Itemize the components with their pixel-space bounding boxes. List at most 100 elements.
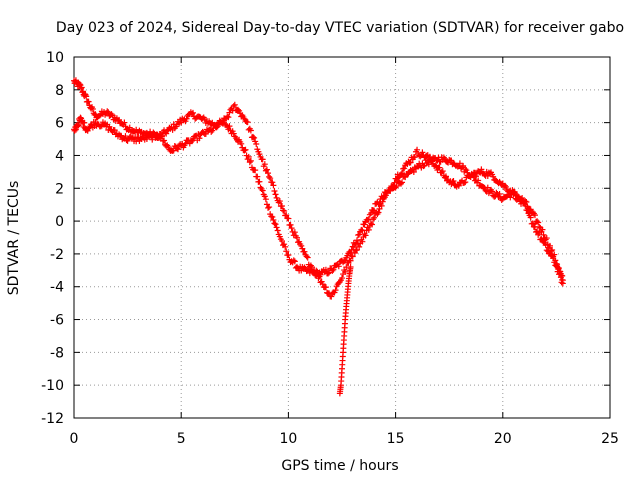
data-point (170, 147, 177, 154)
data-point (411, 154, 418, 161)
data-point (438, 169, 445, 176)
data-point (367, 220, 374, 227)
data-point (371, 214, 378, 221)
data-point (158, 133, 165, 140)
y-tick-label: -10 (41, 378, 64, 394)
data-point (414, 146, 421, 153)
data-point (456, 160, 463, 167)
data-point (278, 203, 285, 210)
x-tick-label: 5 (177, 431, 186, 447)
data-point (272, 191, 279, 198)
data-point (235, 106, 242, 113)
data-point (247, 157, 254, 164)
data-point (78, 84, 85, 91)
data-point (262, 196, 269, 203)
data-point (351, 250, 358, 257)
data-point (269, 214, 276, 221)
data-point (386, 187, 393, 194)
y-tick-label: 10 (46, 50, 64, 66)
data-point (529, 209, 536, 216)
series-track-b (71, 101, 566, 300)
data-point (252, 167, 259, 174)
y-tick-label: -2 (50, 247, 64, 263)
data-point (543, 247, 550, 254)
x-tick-label: 25 (601, 431, 619, 447)
data-point (261, 193, 268, 200)
data-point (432, 162, 439, 169)
data-point (347, 257, 354, 264)
data-point (531, 224, 538, 231)
data-point (378, 202, 385, 209)
data-point (283, 248, 290, 255)
data-point (81, 119, 88, 126)
x-tick-label: 0 (70, 431, 79, 447)
data-point (246, 159, 253, 166)
data-point (72, 126, 79, 133)
data-point (301, 248, 308, 255)
y-tick-label: -6 (50, 313, 64, 329)
data-point (359, 238, 366, 245)
data-point (399, 179, 406, 186)
data-point (426, 153, 433, 160)
data-point (535, 219, 542, 226)
data-point (263, 166, 270, 173)
data-point (365, 226, 372, 233)
data-point (417, 153, 424, 160)
data-point (71, 127, 78, 134)
data-point (104, 108, 111, 115)
y-tick-label: -4 (50, 280, 64, 296)
data-point (168, 124, 175, 131)
data-point (273, 224, 280, 231)
data-point (449, 178, 456, 185)
data-point (223, 122, 230, 129)
data-point (163, 130, 170, 137)
data-point (126, 124, 133, 131)
data-point (559, 280, 566, 287)
data-point (259, 156, 266, 163)
data-point (442, 173, 449, 180)
data-point (269, 179, 276, 186)
data-point (498, 196, 505, 203)
data-point (283, 212, 290, 219)
data-point (539, 226, 546, 233)
y-tick-label: 2 (55, 181, 64, 197)
data-point (511, 189, 518, 196)
data-point (254, 173, 261, 180)
data-point (542, 242, 549, 249)
data-point (478, 166, 485, 173)
data-point (265, 170, 272, 177)
data-point (287, 221, 294, 228)
data-point (253, 140, 260, 147)
data-point (92, 111, 99, 118)
x-axis-label: GPS time / hours (281, 458, 398, 474)
data-point (534, 218, 541, 225)
data-point (328, 293, 335, 300)
data-point (550, 255, 557, 262)
data-point (226, 123, 233, 130)
data-point (85, 98, 92, 105)
data-point (559, 276, 566, 283)
data-point (220, 120, 227, 127)
data-point (270, 182, 277, 189)
data-point (266, 173, 273, 180)
data-point (514, 193, 521, 200)
data-point (311, 267, 318, 274)
data-point (106, 123, 113, 130)
data-point (325, 270, 332, 277)
data-point (429, 158, 436, 165)
data-point (484, 184, 491, 191)
data-point (285, 251, 292, 258)
data-point (455, 182, 462, 189)
data-point (251, 134, 258, 141)
data-point (401, 165, 408, 172)
data-point (410, 168, 417, 175)
data-point (379, 198, 386, 205)
data-point (271, 220, 278, 227)
data-point (214, 123, 221, 130)
y-tick-label: -8 (50, 345, 64, 361)
data-point (356, 243, 363, 250)
data-point (188, 137, 195, 144)
x-tick-label: 15 (387, 431, 405, 447)
data-point (281, 241, 288, 248)
